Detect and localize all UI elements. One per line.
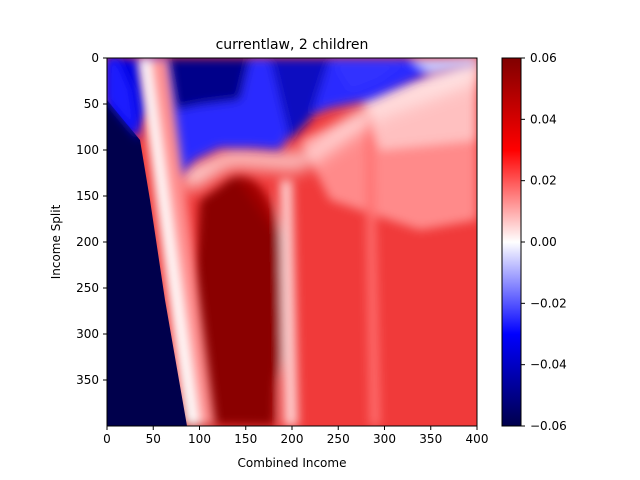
y-tick-label: 200 (76, 235, 99, 249)
chart-title: currentlaw, 2 children (216, 37, 369, 53)
x-axis: 0 50 100 150 200 250 300 350 400 (103, 426, 488, 446)
x-tick-label: 150 (234, 432, 257, 446)
y-tick-label: 50 (84, 97, 99, 111)
y-tick-label: 150 (76, 189, 99, 203)
colorbar-tick-label: −0.04 (530, 358, 567, 372)
x-tick-label: 200 (281, 432, 304, 446)
x-tick-label: 400 (466, 432, 489, 446)
x-tick-label: 250 (327, 432, 350, 446)
y-tick-label: 250 (76, 281, 99, 295)
colorbar-tick-label: 0.06 (530, 51, 557, 65)
colorbar-ticks: −0.06 −0.04 −0.02 0.00 0.02 0.04 0.06 (521, 51, 567, 433)
colorbar-tick-label: −0.06 (530, 419, 567, 433)
y-axis: 0 50 100 150 200 250 300 350 (76, 51, 107, 387)
colorbar (501, 57, 522, 427)
x-tick-label: 0 (103, 432, 111, 446)
y-tick-label: 100 (76, 143, 99, 157)
x-tick-label: 100 (188, 432, 211, 446)
x-axis-label: Combined Income (238, 456, 347, 470)
x-tick-label: 300 (373, 432, 396, 446)
y-tick-label: 300 (76, 327, 99, 341)
y-axis-label: Income Split (49, 204, 63, 279)
x-tick-label: 350 (419, 432, 442, 446)
y-tick-label: 0 (91, 51, 99, 65)
heatmap-area (107, 58, 477, 426)
colorbar-tick-label: 0.04 (530, 112, 557, 126)
colorbar-tick-label: 0.00 (530, 235, 557, 249)
colorbar-tick-label: −0.02 (530, 296, 567, 310)
colorbar-tick-label: 0.02 (530, 174, 557, 188)
x-tick-label: 50 (146, 432, 161, 446)
y-tick-label: 350 (76, 373, 99, 387)
